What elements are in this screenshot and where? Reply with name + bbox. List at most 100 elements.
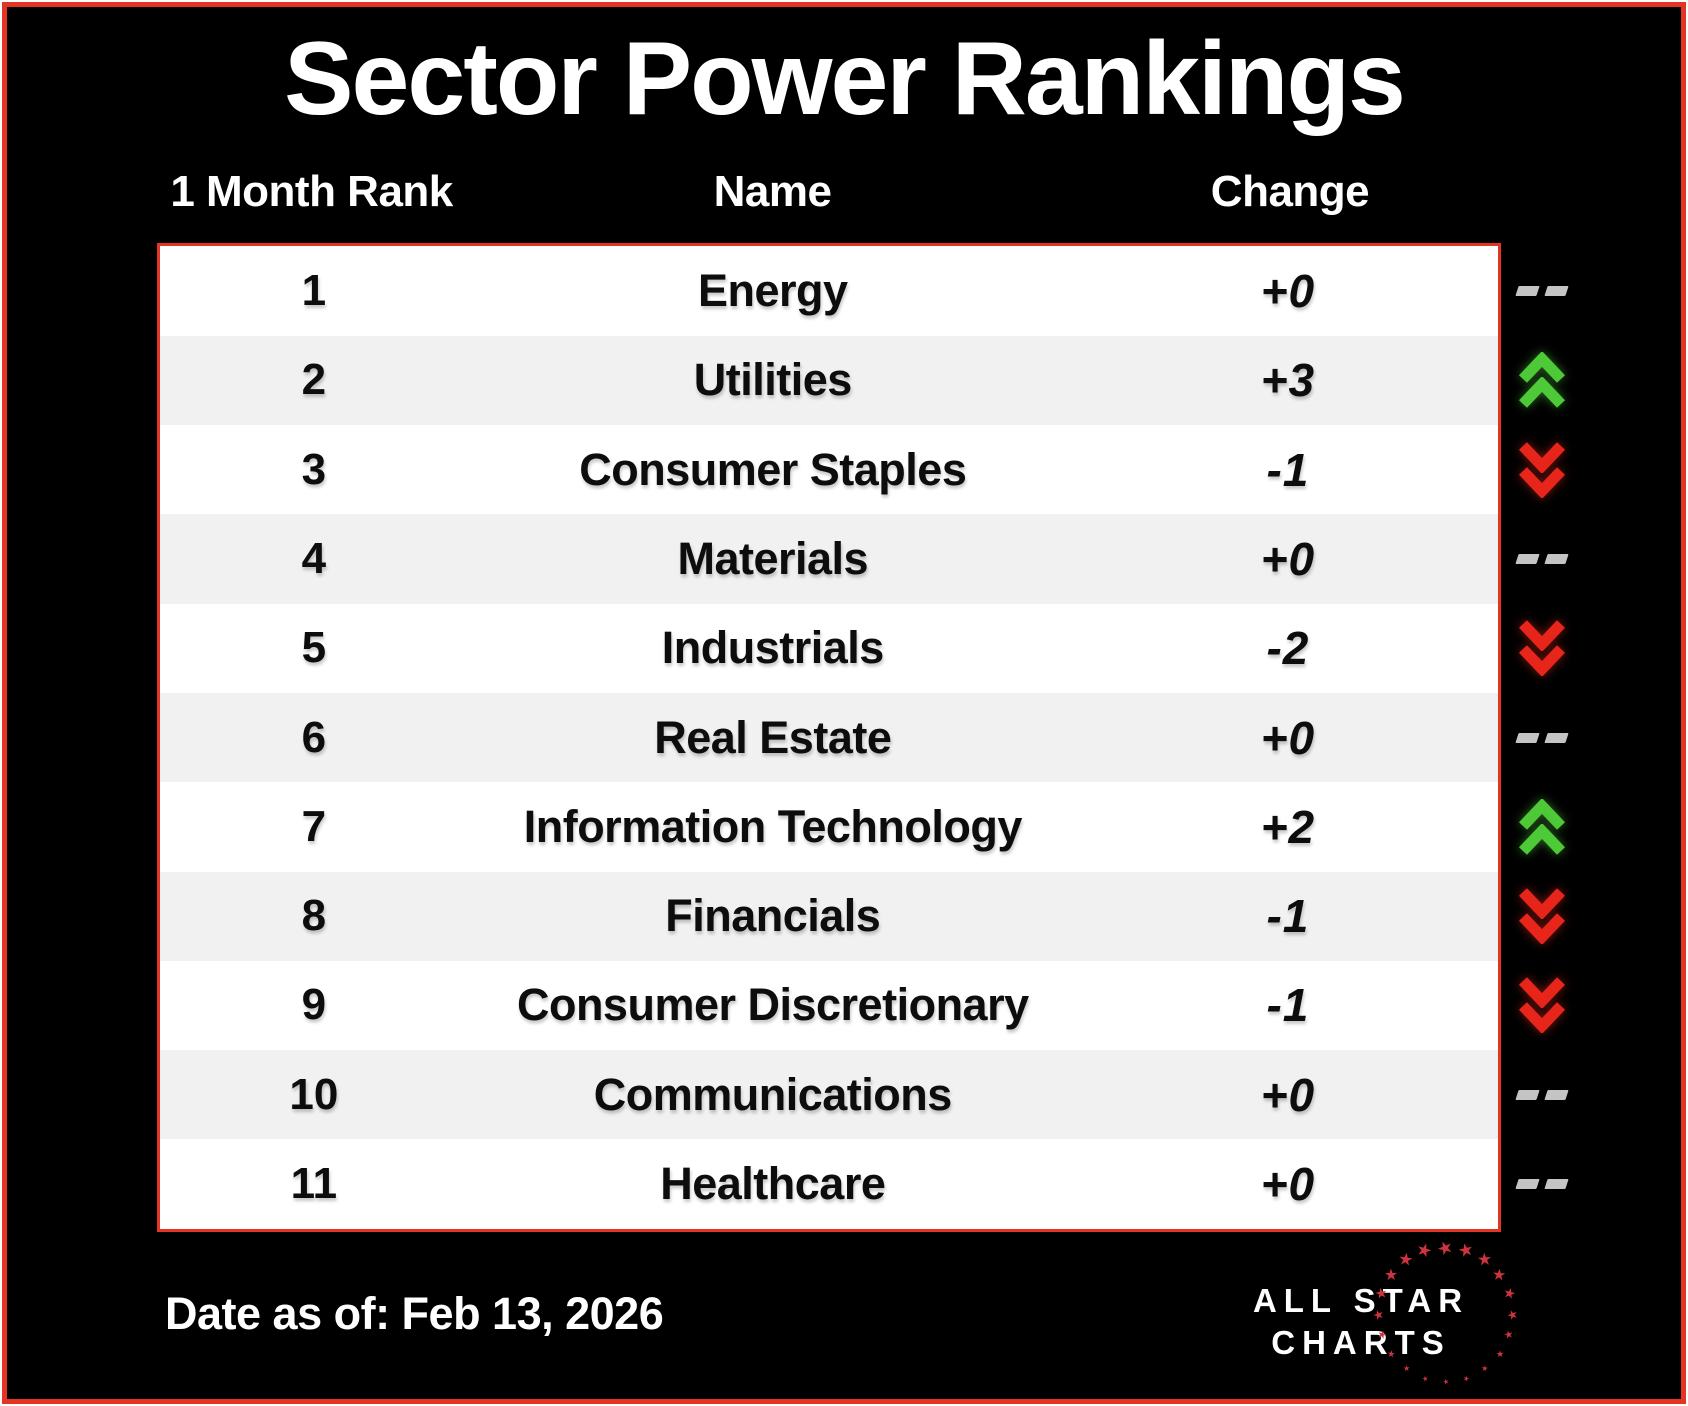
table-row: 4 Materials +0 [160, 514, 1498, 604]
table-row: 9 Consumer Discretionary -1 [160, 960, 1498, 1051]
change-value-cell: -1 [1266, 443, 1310, 496]
logo-star-icon: ★ [1476, 1249, 1493, 1270]
change-value-cell: +0 [1260, 1158, 1316, 1211]
change-value-cell: -2 [1266, 622, 1310, 675]
logo-star-icon: ★ [1441, 1377, 1450, 1387]
logo-star-icon: ★ [1386, 1348, 1397, 1360]
logo-star-icon: ★ [1455, 1238, 1476, 1262]
rank-down-icon [1501, 604, 1583, 693]
dash-icon [1544, 286, 1569, 297]
table-row: 7 Information Technology +2 [160, 782, 1498, 872]
logo-star-icon: ★ [1503, 1328, 1516, 1343]
down-chevron-icon [1519, 645, 1565, 677]
change-value-cell: +2 [1260, 800, 1316, 853]
page-title: Sector Power Rankings [284, 21, 1406, 137]
logo-star-icon: ★ [1491, 1266, 1508, 1285]
sector-name-cell: Healthcare [660, 1158, 886, 1210]
table-row: 8 Financials -1 [160, 871, 1498, 961]
sector-name-cell: Communications [593, 1068, 953, 1120]
rank-cell: 7 [301, 801, 327, 851]
no-change-icon [1501, 246, 1583, 335]
sector-name-cell: Financials [665, 890, 881, 942]
logo-star-icon: ★ [1397, 1249, 1415, 1271]
down-chevron-icon [1519, 441, 1565, 473]
dash-icon [1544, 554, 1569, 564]
column-header-change: Change [1210, 167, 1370, 217]
rank-up-icon [1501, 782, 1583, 871]
dash-icon [1544, 1089, 1569, 1100]
logo-star-icon: ★ [1462, 1373, 1471, 1384]
column-header-rank: 1 Month Rank [170, 167, 453, 217]
table-header: 1 Month Rank Name Change [157, 167, 1501, 217]
rank-cell: 5 [301, 623, 327, 673]
rank-cell: 8 [301, 891, 327, 941]
sector-name-cell: Real Estate [654, 711, 892, 763]
logo-star-icon: ★ [1414, 1238, 1436, 1263]
logo-star-icon: ★ [1480, 1363, 1490, 1374]
sector-name-cell: Consumer Staples [579, 443, 967, 495]
no-change-icon [1501, 514, 1583, 603]
logo-star-icon: ★ [1504, 1306, 1521, 1324]
rankings-table: 1 Energy +0 2 Utilities +3 3 Consumer Staples -1… [157, 243, 1501, 1232]
rank-cell: 2 [301, 355, 327, 405]
sector-name-cell: Energy [698, 265, 848, 317]
table-row: 6 Real Estate +0 [160, 692, 1498, 783]
dash-icon [1515, 286, 1540, 297]
no-change-icon [1501, 693, 1583, 782]
sector-name-cell: Information Technology [523, 800, 1023, 852]
dash-icon [1515, 554, 1540, 564]
no-change-icon [1501, 1050, 1583, 1139]
rank-up-icon [1501, 336, 1583, 425]
logo-line-2: CHARTS [1271, 1324, 1451, 1361]
table-row: 5 Industrials -2 [160, 603, 1498, 693]
logo-star-icon: ★ [1373, 1285, 1390, 1304]
rank-cell: 4 [301, 534, 327, 583]
logo-star-icon: ★ [1495, 1348, 1505, 1359]
down-chevron-icon [1519, 977, 1565, 1009]
rank-cell: 3 [301, 444, 327, 494]
rank-down-icon [1501, 425, 1583, 514]
logo-line-1: ALL STAR [1252, 1282, 1470, 1319]
sector-name-cell: Materials [677, 533, 869, 584]
up-chevron-icon [1519, 823, 1565, 855]
rank-down-icon [1501, 961, 1583, 1050]
up-chevron-icon [1519, 798, 1565, 830]
change-value-cell: +0 [1260, 265, 1316, 318]
dash-icon [1544, 1179, 1569, 1190]
table-row: 11 Healthcare +0 [160, 1139, 1498, 1229]
logo-star-icon: ★ [1383, 1266, 1399, 1284]
all-star-charts-logo: ALL STAR CHARTS ★ ★ ★ ★ ★ ★ ★ ★ ★ ★ ★ ★ ★ ★ ★ ★ ★ ★ ★ ★ [1216, 1160, 1546, 1406]
sector-name-cell: Industrials [661, 622, 885, 674]
change-value-cell: +3 [1260, 354, 1316, 407]
logo-text: ALL STAR CHARTS [1216, 1280, 1506, 1364]
up-chevron-icon [1519, 377, 1565, 409]
change-value-cell: +0 [1260, 1068, 1316, 1121]
date-label: Date as of: Feb 13, 2026 [165, 1288, 664, 1339]
rank-cell: 6 [301, 712, 327, 762]
rank-cell: 11 [290, 1159, 338, 1209]
rank-cell: 9 [301, 980, 327, 1030]
down-chevron-icon [1519, 1002, 1565, 1034]
dash-icon [1544, 732, 1569, 743]
dash-icon [1515, 1089, 1540, 1100]
up-chevron-icon [1519, 352, 1565, 384]
change-value-cell: -1 [1266, 890, 1310, 943]
logo-star-icon: ★ [1500, 1284, 1518, 1304]
change-indicator-column [1501, 243, 1583, 1228]
change-value-cell: +0 [1260, 711, 1316, 764]
change-value-cell: -1 [1266, 979, 1310, 1032]
logo-star-icon: ★ [1420, 1373, 1429, 1384]
logo-star-icon: ★ [1402, 1364, 1410, 1374]
dash-icon [1515, 732, 1540, 743]
rank-cell: 1 [301, 266, 327, 316]
sector-name-cell: Utilities [693, 354, 853, 406]
table-row: 2 Utilities +3 [160, 335, 1498, 426]
table-zone: 1 Energy +0 2 Utilities +3 3 Consumer Staples -1… [157, 243, 1681, 1232]
rank-cell: 10 [289, 1069, 339, 1119]
down-chevron-icon [1519, 466, 1565, 498]
rank-down-icon [1501, 872, 1583, 961]
table-row: 1 Energy +0 [160, 246, 1498, 336]
down-chevron-icon [1519, 888, 1565, 920]
down-chevron-icon [1519, 620, 1565, 652]
